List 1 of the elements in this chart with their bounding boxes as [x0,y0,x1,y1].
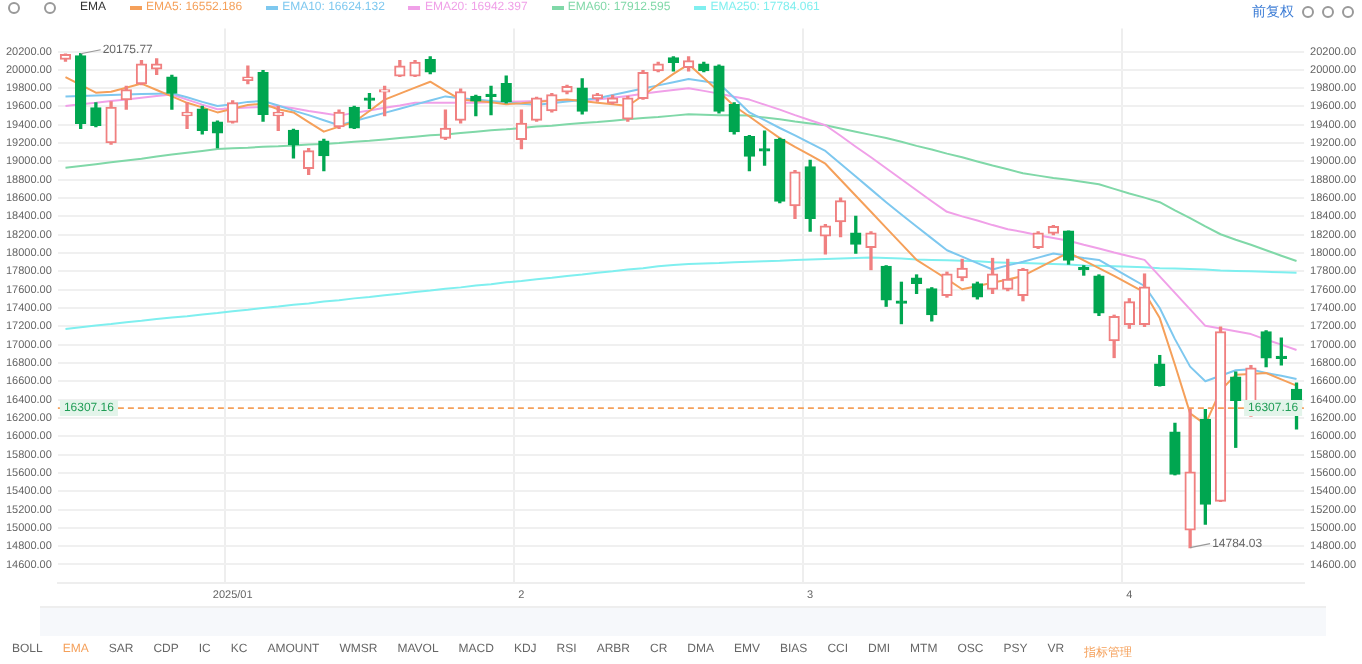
candlestick [181,102,193,130]
